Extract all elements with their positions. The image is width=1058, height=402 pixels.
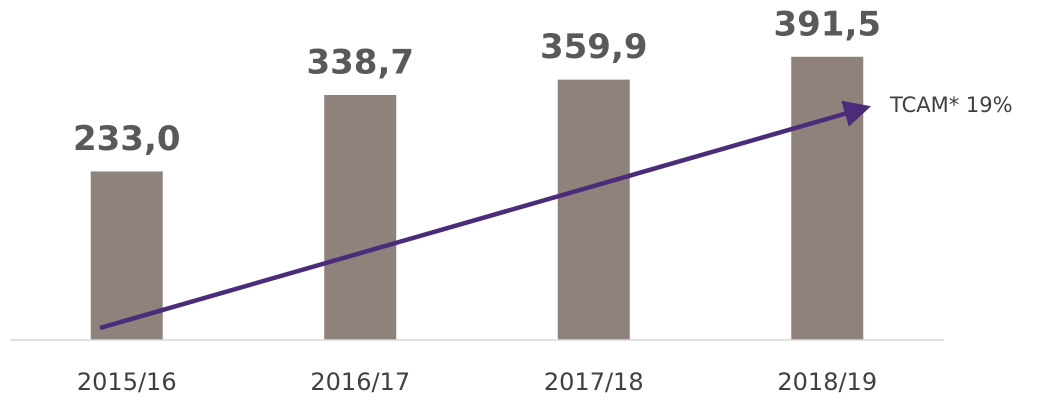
value-label: 338,7 — [306, 42, 414, 82]
value-label: 233,0 — [73, 119, 181, 159]
bar — [791, 56, 864, 341]
bar — [324, 94, 397, 341]
x-tick-label: 2015/16 — [77, 368, 177, 396]
x-tick-label: 2017/18 — [544, 368, 644, 396]
trend-arrow — [99, 100, 871, 331]
x-tick-label: 2018/19 — [777, 368, 877, 396]
annotation: TCAM* 19% — [889, 93, 1013, 117]
bar — [557, 79, 630, 341]
value-label: 391,5 — [773, 4, 881, 44]
plot-area: 2015/16 233,0 2016/17 338,7 2017/18 359,9 2018… — [73, 4, 881, 396]
x-tick-label: 2016/17 — [310, 368, 410, 396]
value-label: 359,9 — [540, 27, 648, 67]
